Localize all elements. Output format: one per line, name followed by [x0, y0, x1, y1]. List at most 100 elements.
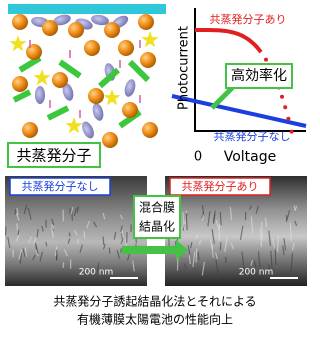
grain — [27, 236, 32, 244]
x-axis-label: Voltage — [224, 149, 277, 165]
grain — [126, 253, 131, 261]
grain — [119, 214, 124, 220]
grain — [34, 242, 39, 254]
red-dot — [264, 57, 268, 62]
curve-label: 共蒸発分子なし — [214, 129, 291, 143]
sphere — [142, 122, 158, 138]
grain — [23, 204, 28, 215]
grain — [207, 211, 211, 227]
grain — [264, 217, 268, 228]
sphere — [22, 122, 38, 138]
molecule — [92, 103, 104, 121]
grain — [73, 208, 77, 217]
sphere — [88, 88, 104, 104]
grain — [77, 238, 79, 245]
texture — [5, 204, 298, 276]
grain — [86, 220, 90, 229]
molecule — [91, 14, 109, 26]
grain — [230, 242, 235, 250]
molecule — [124, 79, 136, 97]
grain — [35, 249, 39, 257]
grain — [120, 248, 123, 253]
grain — [16, 223, 19, 231]
grain — [268, 230, 271, 246]
grain — [120, 238, 124, 245]
red-dot — [289, 129, 294, 134]
grain — [50, 225, 54, 238]
star — [141, 31, 159, 48]
molecule — [53, 14, 71, 26]
rod — [46, 105, 70, 121]
illustration-label: 共蒸発分子 — [16, 147, 91, 165]
grain — [212, 213, 216, 224]
grain — [274, 249, 277, 265]
grain — [116, 249, 121, 259]
grain — [198, 240, 202, 245]
red-curve — [195, 28, 263, 54]
grain — [70, 206, 74, 215]
rod — [18, 55, 42, 73]
star — [65, 117, 83, 134]
grain — [211, 229, 215, 244]
grain — [68, 232, 71, 237]
arrow — [122, 240, 188, 260]
grain — [55, 254, 58, 261]
caption: 共蒸発分子誘起結晶化法とそれによる — [53, 295, 256, 309]
grain — [215, 219, 220, 230]
grain — [250, 216, 254, 234]
grain — [79, 244, 83, 253]
grain — [36, 229, 39, 238]
grain — [14, 208, 17, 215]
grain — [294, 220, 298, 227]
sphere — [42, 20, 58, 36]
grain — [39, 251, 44, 262]
sphere — [122, 102, 138, 118]
grain — [219, 211, 222, 226]
molecule — [82, 121, 94, 139]
star — [9, 35, 27, 52]
grain — [132, 260, 135, 272]
grain — [185, 212, 188, 231]
sphere — [12, 14, 28, 30]
grain — [188, 255, 191, 265]
grain — [270, 250, 273, 268]
grain — [51, 224, 55, 230]
image-label: 共蒸発分子なし — [22, 179, 99, 193]
grain — [121, 229, 124, 238]
grain — [113, 231, 117, 240]
grain — [33, 237, 37, 245]
illustration — [8, 4, 166, 148]
grain — [259, 228, 263, 247]
grain — [283, 238, 287, 251]
scale-label: 200 nm — [239, 268, 274, 278]
grain — [239, 225, 244, 240]
label-box — [169, 177, 271, 196]
sphere — [12, 76, 28, 92]
sphere — [84, 40, 100, 56]
grain — [192, 251, 196, 267]
grain — [261, 221, 263, 241]
grain — [45, 241, 48, 247]
grain — [121, 233, 123, 240]
grain — [67, 238, 71, 244]
grain — [18, 248, 23, 260]
grain — [183, 263, 187, 269]
rod — [12, 89, 32, 103]
grain — [293, 205, 296, 211]
grain — [64, 249, 68, 257]
grain — [102, 236, 105, 245]
sphere — [102, 132, 118, 148]
grain — [27, 207, 32, 220]
grain — [215, 259, 219, 275]
grain — [74, 230, 78, 236]
grain — [76, 206, 79, 214]
star — [103, 89, 121, 106]
grain — [277, 235, 279, 253]
grain — [24, 247, 27, 258]
blue-curve — [171, 94, 307, 128]
grain — [194, 233, 199, 240]
caption: 有機薄膜太陽電池の性能向上 — [77, 312, 233, 327]
grain — [286, 210, 291, 221]
red-dot — [280, 94, 284, 99]
rod — [58, 59, 82, 79]
